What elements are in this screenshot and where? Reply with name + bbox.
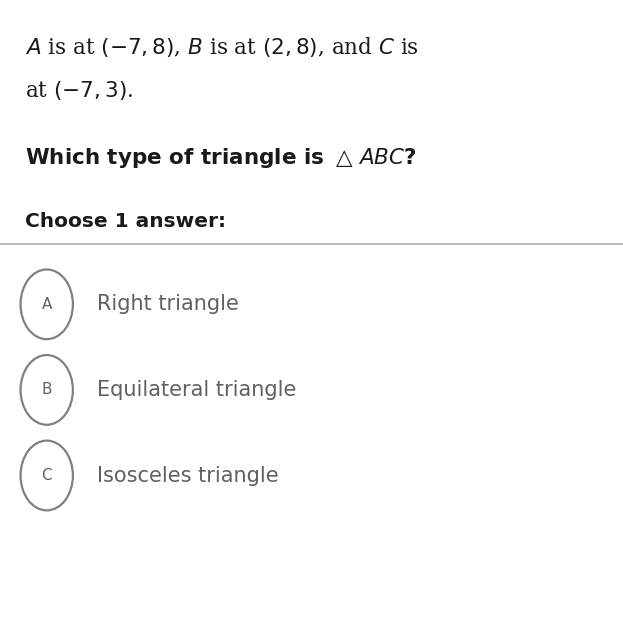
Text: $\mathit{A}$ is at $(-7, 8)$, $\mathit{B}$ is at $(2, 8)$, and $\mathit{C}$ is: $\mathit{A}$ is at $(-7, 8)$, $\mathit{B…: [25, 35, 419, 59]
Text: C: C: [41, 468, 52, 483]
Text: Equilateral triangle: Equilateral triangle: [97, 380, 296, 400]
Text: B: B: [42, 382, 52, 398]
Text: Choose 1 answer:: Choose 1 answer:: [25, 212, 226, 231]
Text: at $(-7, 3)$.: at $(-7, 3)$.: [25, 79, 133, 102]
Text: Which type of triangle is $\triangle\,\mathit{ABC}$?: Which type of triangle is $\triangle\,\m…: [25, 146, 417, 170]
Text: Isosceles triangle: Isosceles triangle: [97, 465, 278, 486]
Text: Right triangle: Right triangle: [97, 294, 239, 314]
Text: A: A: [42, 297, 52, 312]
